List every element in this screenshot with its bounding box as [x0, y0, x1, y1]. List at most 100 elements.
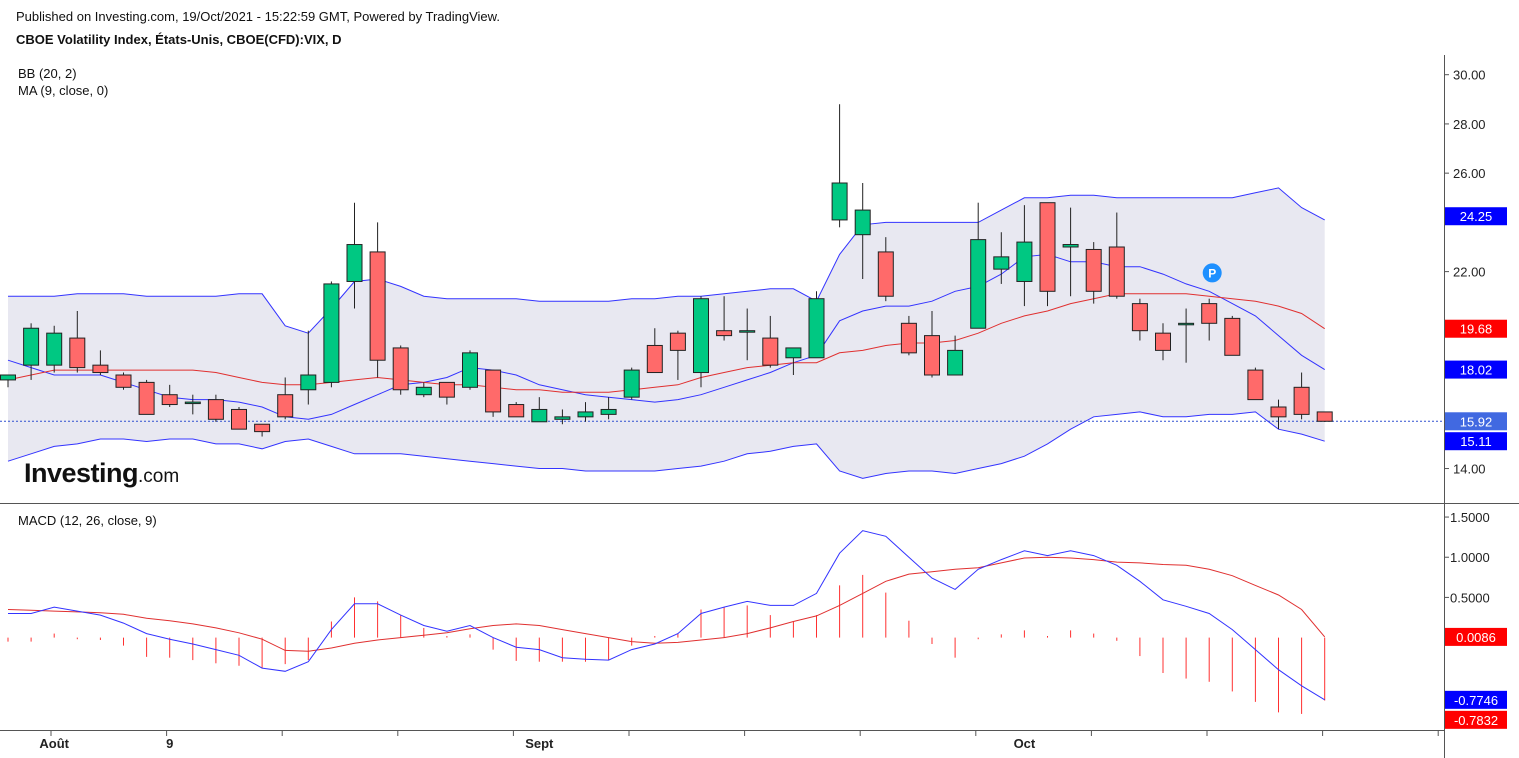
- candle-body: [993, 256, 1010, 270]
- candle-body: [231, 408, 247, 430]
- macd-price-label: 0.0086: [1456, 630, 1496, 645]
- macd-price-label-box: [1445, 627, 1507, 646]
- bb-upper-line: [8, 187, 1325, 334]
- candle-body: [1293, 386, 1310, 415]
- candle-body: [1085, 248, 1102, 292]
- candle-body: [369, 251, 386, 361]
- candle-body: [323, 283, 340, 383]
- candle-body: [508, 404, 525, 418]
- bb-fill: [8, 187, 1325, 479]
- candle-body: [854, 209, 871, 236]
- macd-line: [8, 530, 1325, 701]
- x-tick-label: Août: [39, 736, 69, 751]
- candle-body: [739, 330, 756, 333]
- candle-body: [485, 369, 502, 413]
- macd-price-label: -0.7746: [1454, 693, 1498, 708]
- candle-body: [277, 394, 294, 418]
- candle-body: [0, 374, 16, 381]
- investing-logo: Investing.com: [24, 458, 179, 489]
- candle-body: [161, 394, 178, 406]
- candle-body: [1270, 406, 1287, 418]
- candle-body: [1316, 411, 1333, 422]
- candle-body: [1108, 246, 1125, 297]
- candle-body: [300, 374, 317, 391]
- candle-body: [669, 332, 686, 351]
- ma-indicator-label[interactable]: MA (9, close, 0): [18, 83, 109, 98]
- published-note: Published on Investing.com, 19/Oct/2021 …: [16, 9, 500, 24]
- candle-body: [1039, 202, 1056, 292]
- candle-body: [646, 344, 663, 374]
- y-tick-label: 28.00: [1453, 117, 1486, 132]
- candle-body: [808, 298, 825, 359]
- candle-body: [1178, 322, 1195, 326]
- candle-body: [762, 337, 779, 366]
- macd-indicator-label[interactable]: MACD (12, 26, close, 9): [18, 513, 157, 528]
- y-tick-label: 14.00: [1453, 462, 1486, 477]
- bb-indicator-label[interactable]: BB (20, 2): [18, 66, 77, 81]
- ma-line: [7, 293, 1325, 393]
- candle-body: [600, 408, 617, 415]
- price-label-box: [1445, 432, 1507, 451]
- candle-body: [115, 374, 132, 388]
- macd-price-label-box: [1445, 710, 1507, 729]
- x-tick-label: Sept: [525, 736, 554, 751]
- macd-tick-label: 1.5000: [1450, 510, 1490, 525]
- candle-body: [462, 352, 478, 388]
- p-badge-letter: P: [1208, 266, 1216, 280]
- candle-body: [877, 251, 894, 297]
- macd-price-label: -0.7832: [1454, 713, 1498, 728]
- candle-body: [947, 349, 964, 376]
- candle-body: [831, 182, 848, 221]
- candle-body: [924, 335, 940, 376]
- candle-body: [1016, 241, 1033, 282]
- candle-body: [716, 330, 733, 337]
- candle-body: [1131, 303, 1148, 332]
- candle-body: [346, 244, 363, 282]
- price-label: 15.11: [1460, 434, 1492, 449]
- candle-body: [785, 347, 802, 359]
- x-tick-label: 9: [166, 736, 173, 751]
- price-label: 24.25: [1460, 209, 1493, 224]
- candle-body: [184, 401, 201, 405]
- candle-body: [970, 239, 987, 329]
- candle-body: [1247, 369, 1264, 401]
- candle-body: [415, 386, 432, 396]
- price-label-box: [1445, 207, 1507, 226]
- y-tick-label: 22.00: [1453, 265, 1486, 280]
- bb-middle-line: [7, 253, 1325, 420]
- x-tick-label: Oct: [1014, 736, 1036, 751]
- macd-price-label-box: [1445, 690, 1507, 709]
- candle-body: [254, 423, 271, 433]
- candle-body: [138, 381, 155, 415]
- candle-body: [1224, 317, 1241, 356]
- candle-body: [900, 322, 917, 354]
- candle-body: [46, 332, 63, 366]
- candle-body: [69, 337, 86, 369]
- price-label: 19.68: [1460, 322, 1493, 337]
- p-badge-icon: [1202, 263, 1222, 283]
- candle-body: [1155, 332, 1171, 351]
- price-label-box: [1445, 319, 1507, 338]
- price-label: 18.02: [1460, 363, 1493, 378]
- candle-body: [623, 369, 640, 398]
- macd-tick-label: 0.5000: [1450, 590, 1490, 605]
- candle-body: [531, 408, 548, 423]
- candle-body: [554, 416, 571, 420]
- candle-body: [392, 347, 409, 391]
- y-tick-label: 30.00: [1453, 68, 1486, 83]
- candle-body: [693, 298, 709, 374]
- price-label-box: [1445, 360, 1507, 379]
- candle-body: [577, 411, 594, 418]
- chart-title: CBOE Volatility Index, États-Unis, CBOE(…: [16, 32, 342, 47]
- price-label: 15.92: [1460, 414, 1493, 429]
- candle-body: [207, 399, 224, 420]
- candle-body: [92, 364, 109, 374]
- price-label-box: [1445, 412, 1507, 431]
- bb-lower-line: [7, 411, 1325, 479]
- logo-name: Investing: [24, 458, 139, 488]
- logo-suffix: .com: [138, 466, 180, 487]
- candle-body: [438, 381, 455, 398]
- candles-group: [0, 104, 1333, 437]
- macd-histogram-group: [7, 574, 1326, 714]
